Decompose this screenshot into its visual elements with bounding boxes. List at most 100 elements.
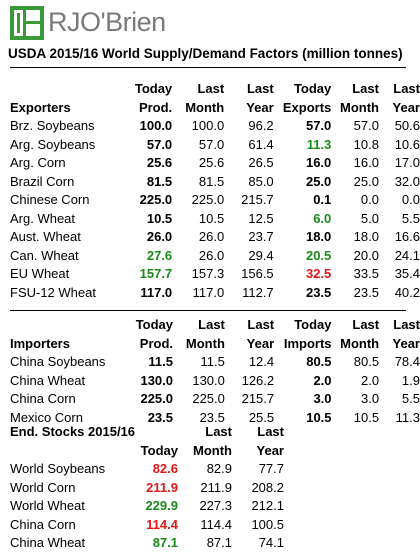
divider-top	[10, 67, 406, 68]
value-cell: 20.0	[353, 247, 379, 263]
value-cell: 87.1	[152, 535, 178, 550]
row-label: Arg. Corn	[10, 155, 66, 170]
value-cell: 25.0	[353, 173, 379, 189]
column-header: Today	[293, 81, 332, 96]
value-cell: 225.0	[191, 192, 225, 207]
header-row: Today Last Last Today Last Last	[10, 316, 420, 335]
column-header: Last	[197, 81, 225, 96]
value-cell: 24.1	[394, 247, 420, 263]
value-cell: 57.0	[146, 136, 173, 152]
value-cell: 23.7	[248, 229, 274, 244]
value-cell: 77.7	[258, 461, 284, 476]
value-cell: 2.0	[361, 372, 380, 388]
value-cell: 10.5	[146, 210, 173, 226]
value-cell: 81.5	[198, 173, 225, 189]
value-cell: 57.0	[353, 118, 379, 133]
value-cell: 130.0	[140, 372, 174, 388]
table-row: China Wheat 87.1 87.1 74.1	[10, 534, 284, 553]
value-cell: 227.3	[199, 498, 232, 513]
column-header: Last	[198, 317, 225, 332]
table-row: Arg. Soybeans 57.0 57.0 61.4 11.3 10.8 10.6	[10, 136, 420, 155]
value-cell: 225.0	[140, 391, 174, 406]
value-cell: 117.0	[140, 284, 173, 300]
value-cell: 25.6	[146, 155, 173, 170]
value-cell: 157.7	[139, 266, 173, 281]
value-cell: 208.2	[251, 479, 284, 495]
value-cell: 5.5	[401, 210, 420, 226]
value-cell: 18.0	[305, 229, 332, 244]
value-cell: 11.3	[306, 136, 332, 152]
column-header: Today	[140, 442, 178, 458]
value-cell: 114.4	[200, 516, 232, 532]
value-cell: 126.2	[241, 372, 275, 388]
value-cell: 215.7	[241, 192, 274, 207]
table-row: Chinese Corn 225.0 225.0 215.7 0.1 0.0 0.0	[10, 191, 420, 210]
table-row: World Soybeans 82.6 82.9 77.7	[10, 460, 284, 479]
value-cell: 81.5	[146, 173, 173, 189]
value-cell: 100.0	[139, 118, 173, 133]
value-cell: 211.9	[146, 479, 178, 495]
column-header: End. Stocks 2015/16	[10, 424, 136, 439]
column-header: Month	[185, 99, 225, 115]
value-cell: 74.1	[258, 535, 284, 550]
column-header: Last	[205, 424, 232, 439]
column-header: Last	[257, 424, 284, 439]
column-header: Month	[339, 99, 379, 115]
row-label: China Corn	[10, 516, 76, 532]
column-header	[10, 80, 121, 99]
value-cell: 32.0	[394, 173, 420, 189]
column-header: Year	[256, 442, 284, 458]
table-row: World Wheat 229.9 227.3 212.1	[10, 497, 284, 516]
row-label: Brz. Soybeans	[10, 118, 95, 133]
value-cell: 2.0	[313, 372, 332, 388]
table-row: China Corn 114.4 114.4 100.5	[10, 516, 284, 535]
value-cell: 25.5	[248, 409, 275, 425]
table-row: EU Wheat 157.7 157.3 156.5 32.5 33.5 35.4	[10, 265, 420, 284]
row-label: China Wheat	[10, 372, 86, 388]
value-cell: 100.0	[191, 118, 225, 133]
value-cell: 10.6	[394, 136, 420, 152]
value-cell: 225.0	[192, 391, 225, 406]
table-row: Arg. Corn 25.6 25.6 26.5 16.0 16.0 17.0	[10, 154, 420, 173]
column-header: Last	[352, 81, 379, 96]
value-cell: 23.5	[147, 409, 174, 425]
row-label: Brazil Corn	[10, 173, 75, 189]
table-row: China Corn 225.0 225.0 215.7 3.0 3.0 5.5	[10, 390, 420, 409]
column-header	[10, 442, 140, 461]
value-cell: 78.4	[394, 354, 420, 369]
value-cell: 26.5	[248, 155, 274, 170]
value-cell: 112.7	[242, 284, 274, 300]
exporters-table: Today Last Last Today Last Last Exporters Prod.…	[10, 80, 420, 302]
value-cell: 1.9	[401, 372, 420, 388]
column-header: Importers	[10, 335, 70, 351]
value-cell: 10.8	[353, 136, 379, 152]
column-header: Year	[392, 335, 420, 351]
value-cell: 0.0	[401, 192, 420, 207]
value-cell: 82.9	[206, 461, 232, 476]
value-cell: 33.5	[353, 266, 379, 281]
header-row: Today Month Year	[10, 442, 284, 461]
value-cell: 225.0	[139, 192, 173, 207]
column-header: Last	[393, 317, 420, 332]
column-header: Today	[294, 317, 332, 332]
value-cell: 10.5	[306, 409, 332, 425]
value-cell: 35.4	[394, 266, 420, 281]
column-header: Exports	[282, 99, 332, 115]
value-cell: 20.5	[305, 247, 332, 263]
row-label: China Corn	[10, 391, 76, 406]
column-header: Last	[393, 81, 420, 96]
value-cell: 27.6	[146, 247, 173, 263]
value-cell: 18.0	[353, 229, 379, 244]
value-cell: 40.2	[394, 284, 420, 300]
value-cell: 26.0	[198, 229, 225, 244]
column-header: Month	[193, 442, 232, 458]
value-cell: 212.1	[251, 498, 284, 513]
value-cell: 87.1	[206, 535, 232, 550]
value-cell: 80.5	[306, 354, 332, 369]
value-cell: 11.5	[148, 354, 174, 369]
row-label: Arg. Soybeans	[10, 136, 96, 152]
value-cell: 211.9	[200, 479, 232, 495]
value-cell: 82.6	[152, 461, 178, 476]
value-cell: 26.0	[146, 229, 173, 244]
row-label: World Wheat	[10, 498, 85, 513]
